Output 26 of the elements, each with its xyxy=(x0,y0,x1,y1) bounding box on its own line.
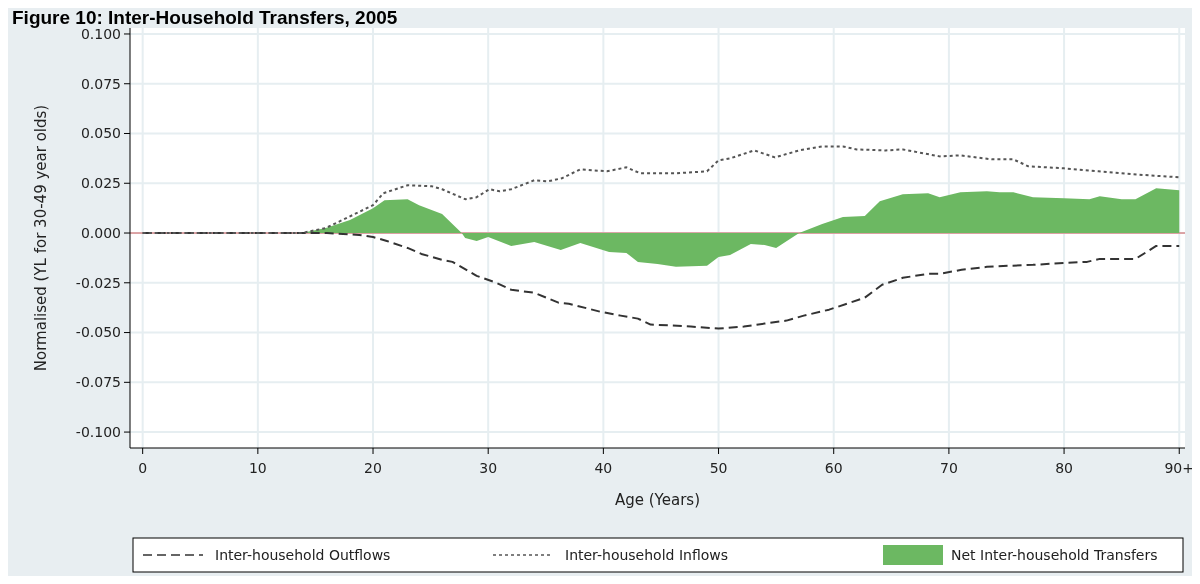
y-tick-label: 0.075 xyxy=(80,75,121,92)
y-tick-label: 0.100 xyxy=(80,25,121,42)
x-tick-label: 10 xyxy=(248,460,267,476)
legend-label: Net Inter-household Transfers xyxy=(951,546,1158,563)
y-tick-label: 0.025 xyxy=(80,175,121,192)
y-axis-title: Normalised (YL for 30-49 year olds) xyxy=(32,104,50,372)
y-tick-label: -0.025 xyxy=(75,274,121,291)
x-tick-label: 50 xyxy=(709,460,728,476)
y-tick-label: 0.050 xyxy=(80,125,121,142)
x-tick-label: 20 xyxy=(364,460,382,476)
x-tick-label: 90+ xyxy=(1164,460,1195,476)
line-series xyxy=(141,145,1181,235)
x-axis-title: Age (Years) xyxy=(614,491,701,509)
y-tick-label: -0.050 xyxy=(75,324,121,341)
y-tick-label: -0.075 xyxy=(75,374,121,391)
x-tick-label: 0 xyxy=(138,460,148,476)
x-tick-label: 80 xyxy=(1055,460,1073,476)
y-tick-label: -0.100 xyxy=(75,423,121,440)
chart-title: Figure 10: Inter-Household Transfers, 2005 xyxy=(12,7,398,28)
x-tick-label: 70 xyxy=(939,460,958,476)
legend-label: Inter-household Inflows xyxy=(565,546,729,563)
y-tick-label: 0.000 xyxy=(80,224,121,241)
x-tick-label: 30 xyxy=(479,460,498,476)
legend-label: Inter-household Outflows xyxy=(215,546,391,563)
x-tick-label: 40 xyxy=(594,460,613,476)
x-tick-label: 60 xyxy=(824,460,843,476)
